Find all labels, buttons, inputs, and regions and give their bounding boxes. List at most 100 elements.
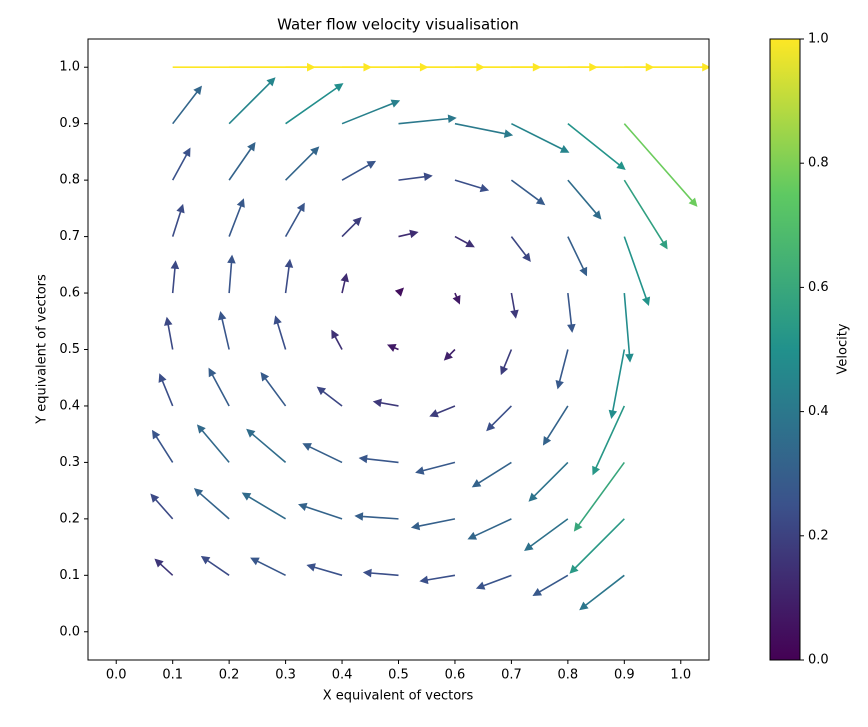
arrow bbox=[331, 329, 343, 350]
arrow bbox=[510, 292, 519, 319]
arrow bbox=[340, 272, 349, 294]
colorbar-label: Velocity bbox=[836, 323, 851, 374]
arrow bbox=[227, 254, 236, 294]
x-tick-label: 0.4 bbox=[332, 668, 353, 683]
arrow bbox=[454, 179, 490, 193]
arrow bbox=[171, 203, 185, 237]
arrow bbox=[567, 179, 602, 220]
arrow bbox=[386, 343, 399, 352]
arrow-field bbox=[150, 62, 709, 611]
y-tick-label: 0.1 bbox=[59, 568, 80, 583]
arrow bbox=[532, 574, 569, 596]
arrow bbox=[500, 349, 513, 376]
arrow bbox=[623, 292, 634, 363]
y-tick-label: 0.4 bbox=[59, 398, 80, 413]
y-tick-label: 0.6 bbox=[59, 286, 80, 301]
colorbar-tick-label: 0.2 bbox=[808, 528, 829, 543]
arrow bbox=[429, 405, 456, 418]
x-tick-label: 0.3 bbox=[275, 668, 296, 683]
arrow bbox=[454, 122, 514, 138]
x-tick-label: 1.0 bbox=[670, 668, 691, 683]
arrow bbox=[246, 428, 287, 464]
x-tick-label: 0.9 bbox=[614, 668, 635, 683]
y-tick-label: 0.8 bbox=[59, 173, 80, 188]
colorbar-tick-label: 0.6 bbox=[808, 280, 829, 295]
arrow bbox=[398, 114, 457, 125]
arrow bbox=[573, 461, 625, 532]
arrow bbox=[196, 424, 230, 463]
arrow bbox=[567, 123, 626, 170]
arrow bbox=[511, 122, 570, 153]
arrow bbox=[170, 260, 180, 294]
arrow bbox=[284, 258, 294, 294]
arrow bbox=[510, 236, 531, 263]
y-tick-label: 0.2 bbox=[59, 511, 80, 526]
arrow bbox=[285, 83, 344, 125]
arrow bbox=[241, 492, 287, 520]
arrow bbox=[579, 574, 625, 611]
arrow bbox=[218, 311, 230, 350]
arrow bbox=[151, 429, 174, 463]
arrow bbox=[171, 147, 191, 181]
colorbar-tick-label: 0.8 bbox=[808, 156, 829, 171]
arrow bbox=[250, 557, 286, 577]
arrow bbox=[362, 568, 399, 578]
y-tick-label: 0.7 bbox=[59, 229, 80, 244]
arrow bbox=[341, 99, 401, 125]
x-tick-label: 0.6 bbox=[445, 668, 466, 683]
arrow bbox=[415, 461, 456, 475]
arrow bbox=[273, 315, 287, 350]
arrow bbox=[354, 512, 399, 521]
x-tick-label: 0.0 bbox=[106, 668, 127, 683]
y-tick-label: 0.5 bbox=[59, 342, 80, 357]
y-axis-label: Y equivalent of vectors bbox=[35, 274, 50, 425]
arrow bbox=[569, 518, 625, 574]
arrow bbox=[510, 179, 546, 206]
arrow bbox=[154, 558, 174, 576]
arrow bbox=[419, 574, 456, 585]
x-axis-label: X equivalent of vectors bbox=[323, 689, 474, 704]
arrow bbox=[486, 405, 512, 432]
arrow bbox=[285, 146, 320, 181]
arrow bbox=[592, 405, 626, 476]
x-tick-label: 0.2 bbox=[219, 668, 240, 683]
arrow bbox=[567, 236, 588, 277]
arrow bbox=[452, 292, 461, 305]
arrow bbox=[316, 386, 343, 407]
arrow bbox=[306, 563, 343, 577]
arrow bbox=[358, 454, 399, 464]
arrow bbox=[341, 216, 362, 238]
arrow bbox=[624, 66, 709, 69]
arrow bbox=[228, 77, 276, 125]
y-tick-label: 1.0 bbox=[59, 60, 80, 75]
arrow bbox=[398, 229, 419, 239]
arrow bbox=[528, 461, 569, 502]
arrow bbox=[454, 235, 475, 248]
colorbar-tick-label: 0.4 bbox=[808, 404, 829, 419]
arrow bbox=[623, 179, 668, 250]
arrow bbox=[200, 555, 230, 576]
chart-title: Water flow velocity visualisation bbox=[277, 16, 519, 34]
arrow bbox=[302, 443, 343, 464]
y-tick-label: 0.9 bbox=[59, 116, 80, 131]
arrow bbox=[394, 287, 404, 297]
colorbar bbox=[769, 38, 801, 661]
arrow bbox=[372, 398, 399, 408]
arrow bbox=[341, 160, 377, 181]
x-tick-label: 0.5 bbox=[388, 668, 409, 683]
arrow bbox=[567, 292, 576, 333]
arrow bbox=[410, 518, 456, 531]
arrow bbox=[284, 202, 305, 237]
y-tick-label: 0.3 bbox=[59, 455, 80, 470]
arrow bbox=[524, 518, 569, 551]
arrow bbox=[608, 349, 626, 420]
arrow bbox=[623, 123, 698, 207]
arrow bbox=[467, 518, 512, 540]
x-tick-label: 0.1 bbox=[162, 668, 183, 683]
y-tick-label: 0.0 bbox=[59, 624, 80, 639]
arrow bbox=[164, 316, 174, 350]
arrow bbox=[542, 405, 569, 446]
arrow bbox=[555, 349, 569, 390]
arrow bbox=[623, 236, 651, 307]
